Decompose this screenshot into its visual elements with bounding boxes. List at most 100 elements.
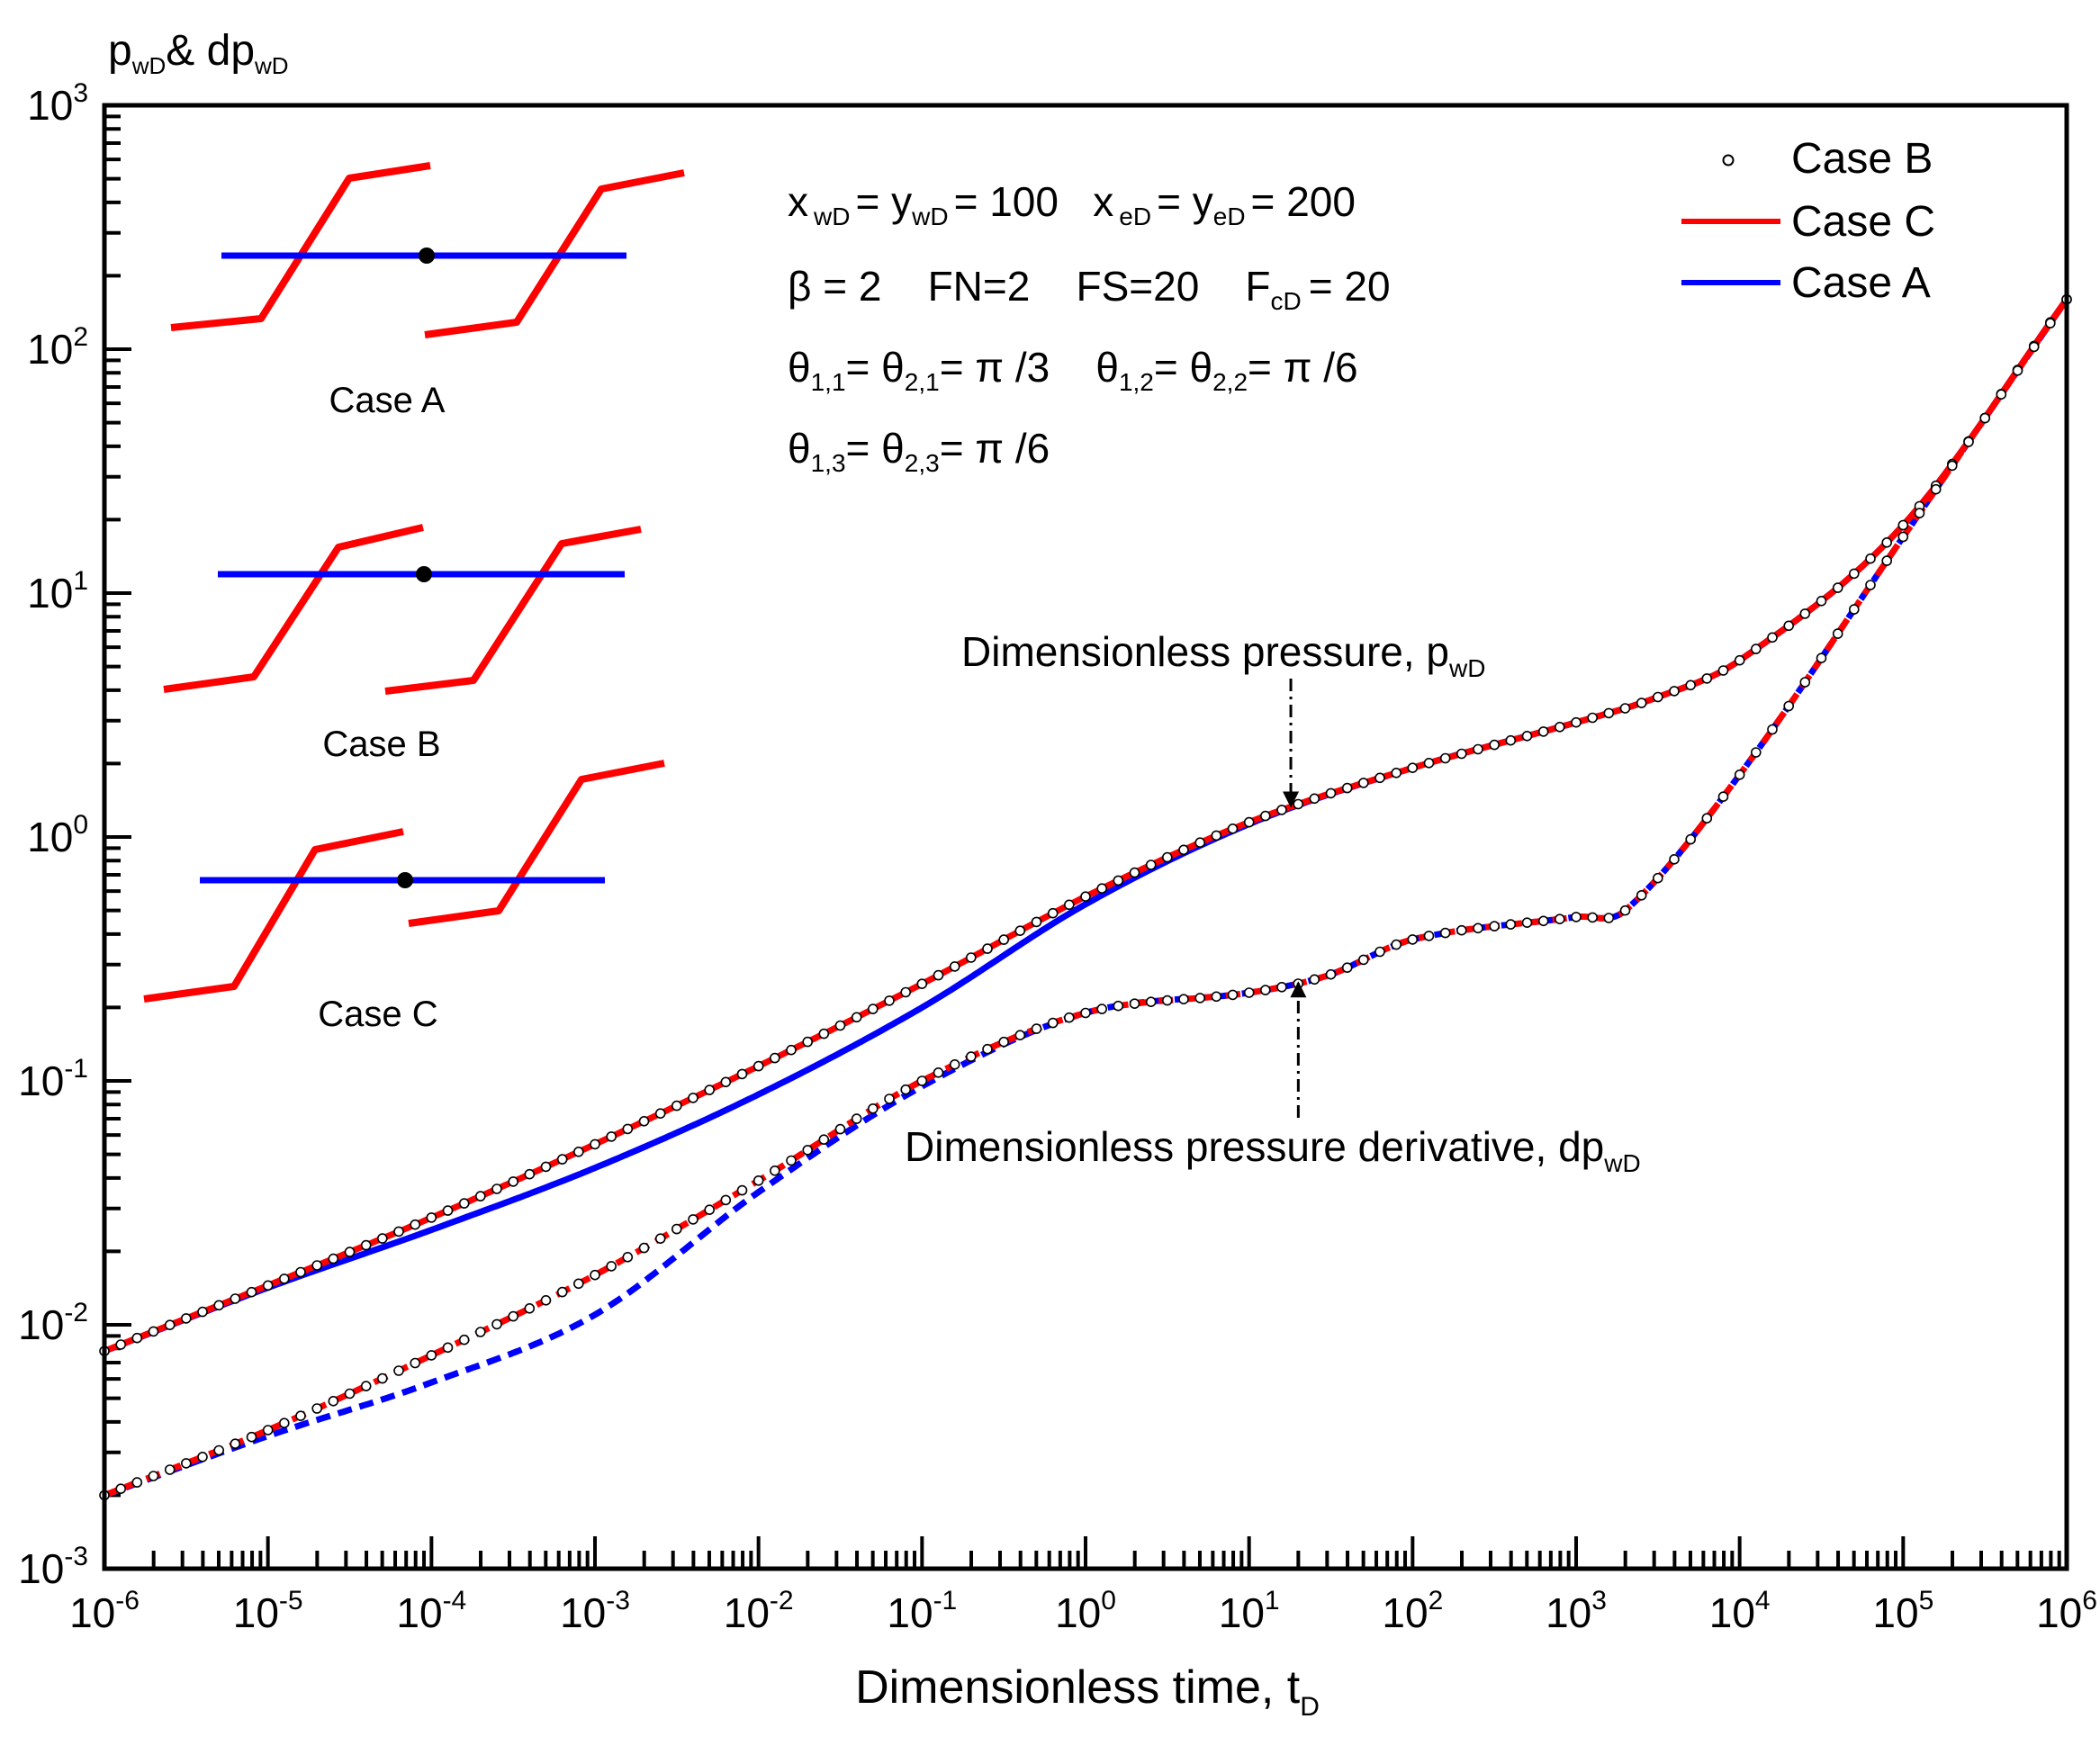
x-tick-label: 103 [1546,1586,1607,1636]
y-label-main: p [108,27,132,75]
case-b-marker [410,1357,421,1369]
case-b-marker [1391,939,1402,950]
case-b-marker [834,1020,846,1031]
case-b-marker [1734,654,1745,666]
case-b-marker [753,1175,764,1186]
case-b-marker [1537,726,1549,737]
series-layer [99,293,2072,1501]
case-b-marker [1276,982,1287,993]
case-b-marker [1603,913,1615,923]
case-b-marker [524,1303,536,1314]
case-b-marker [1325,788,1337,799]
case-b-marker [1243,816,1255,828]
inset-label-c: Case C [318,994,437,1034]
case-b-marker [328,1253,339,1264]
case-b-marker [786,1044,797,1056]
case-b-marker [262,1425,274,1436]
case-b-marker [1096,883,1107,895]
case-b-marker [1849,604,1860,615]
case-b-marker [328,1396,339,1407]
x-tick-label: 10-2 [724,1586,794,1636]
case-b-marker [1505,734,1517,746]
x-tick-labels: 10-6 10-5 10-4 10-3 10-2 10-1 100 101 102 103 104 1… [69,1586,2097,1636]
case-b-marker [736,1184,748,1196]
series-case-c-pressure [103,297,2069,1354]
case-b-marker [769,1052,780,1064]
case-b-marker [1996,389,2007,400]
case-b-marker [295,1410,306,1421]
x-tick-label: 105 [1872,1586,1933,1636]
case-b-marker [491,1184,502,1194]
case-b-marker [1685,833,1696,845]
y-tick-label: 102 [27,322,88,373]
case-b-marker [572,1278,584,1290]
case-b-marker [2028,341,2040,353]
case-b-marker [197,1452,208,1462]
case-b-marker [491,1318,502,1330]
case-b-marker [916,978,928,989]
case-b-marker [688,1214,698,1225]
case-b-marker [2045,318,2056,328]
case-b-marker [1521,917,1533,928]
case-b-marker [262,1280,274,1292]
case-b-marker [1734,769,1745,780]
case-b-marker [1701,813,1713,824]
case-b-marker [851,1113,862,1124]
case-b-marker [1080,891,1091,903]
case-b-marker [1047,1017,1059,1029]
case-b-marker [474,1327,486,1337]
case-b-marker [867,1103,879,1114]
case-b-marker [540,1161,552,1173]
case-b-marker [818,1028,830,1040]
case-b-marker [590,1269,600,1281]
fracture-a1 [170,162,431,331]
case-b-marker [474,1191,486,1202]
case-b-marker [1881,555,1892,566]
case-b-marker [736,1068,748,1080]
y-tick-label: 10-2 [18,1298,88,1348]
legend-label-case-c: Case C [1791,198,1935,246]
param-line-4: θ1,3= θ2,3= π /6 [788,425,1050,477]
case-b-marker [556,1286,568,1298]
case-b-marker [1701,673,1713,684]
case-b-marker [1799,677,1811,688]
annotation-pressure: Dimensionless pressure, pwD [961,628,1485,808]
case-b-marker [393,1226,404,1238]
case-b-marker [704,1204,716,1215]
case-b-marker [1653,691,1663,703]
case-b-marker [213,1444,224,1456]
case-b-marker [393,1365,404,1376]
case-b-marker [1178,994,1189,1004]
case-b-marker [1014,1030,1026,1040]
case-b-marker [769,1166,780,1176]
case-b-marker [638,1116,650,1127]
y-tick-label: 101 [27,566,88,616]
case-b-marker [1669,686,1680,697]
case-b-marker [1897,519,1909,531]
case-b-marker [1064,899,1075,911]
case-b-marker [1832,628,1843,639]
case-b-marker [2012,364,2023,376]
case-b-marker [1865,580,1876,590]
case-b-marker [720,1076,732,1088]
case-b-marker [540,1295,552,1306]
fracture-b2 [384,526,642,695]
case-b-marker [458,1198,470,1209]
case-b-marker [786,1155,797,1166]
case-b-marker [622,1123,634,1135]
case-b-marker [360,1239,372,1251]
case-b-marker [1832,582,1843,593]
case-b-marker [1783,620,1794,632]
case-b-marker [1619,904,1631,916]
case-b-marker [1521,730,1533,742]
case-b-marker [982,943,993,954]
case-b-marker [1178,844,1189,856]
case-b-marker [1603,707,1615,719]
case-b-marker [426,1212,437,1223]
case-b-marker [572,1147,584,1157]
fracture-c1 [143,828,404,1003]
case-b-marker [1162,851,1173,863]
x-label-main: Dimensionless time, t [855,1661,1301,1714]
y-axis-label: pwD& dpwD [108,27,289,79]
x-tick-label: 10-5 [233,1586,303,1636]
